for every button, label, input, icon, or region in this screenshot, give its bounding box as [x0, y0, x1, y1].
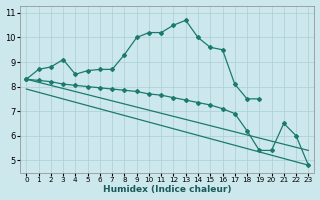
X-axis label: Humidex (Indice chaleur): Humidex (Indice chaleur): [103, 185, 232, 194]
